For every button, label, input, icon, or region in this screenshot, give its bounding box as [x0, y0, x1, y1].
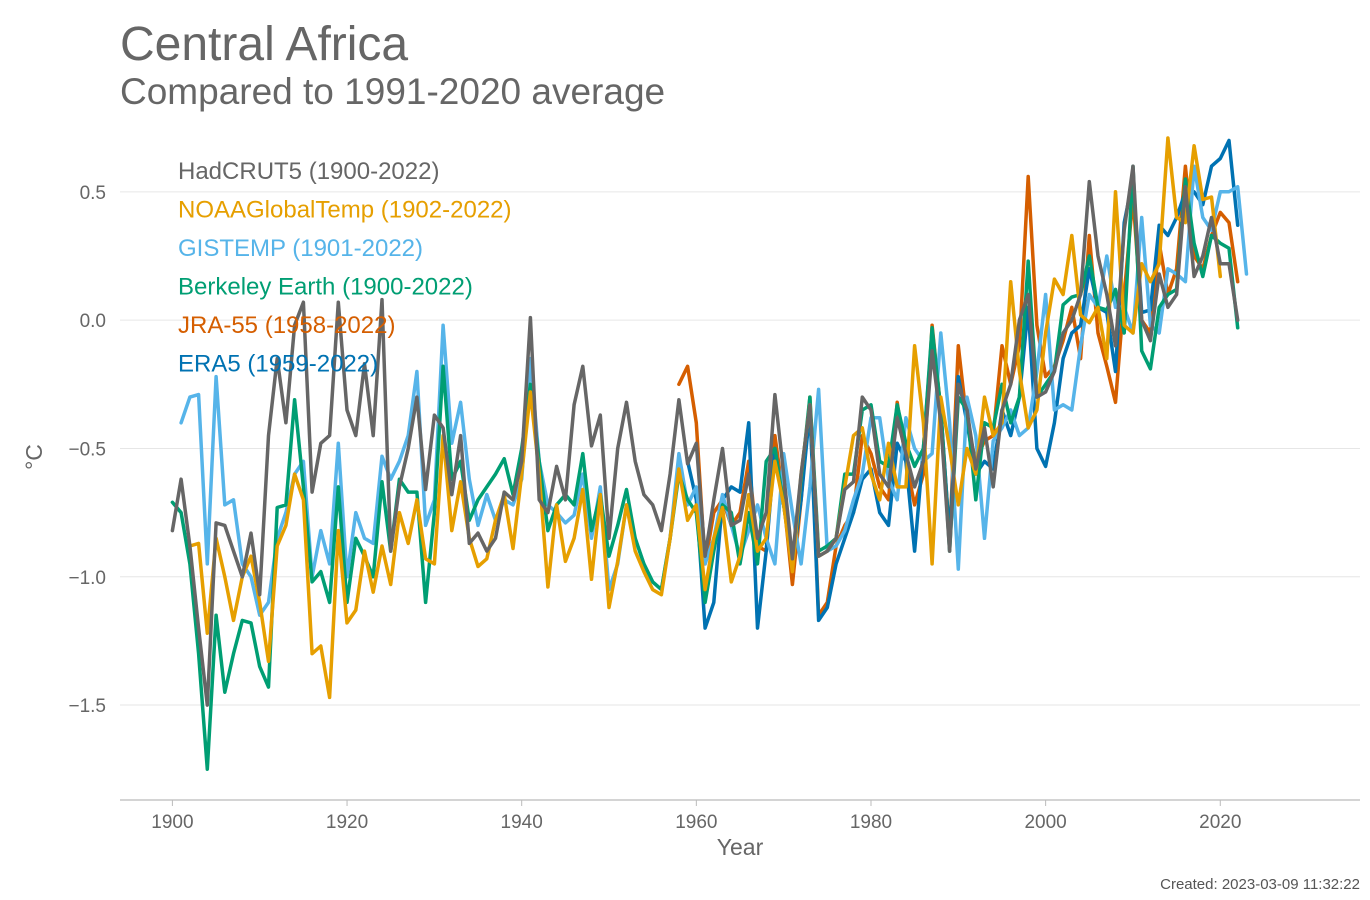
x-axis-label: Year — [717, 834, 764, 860]
legend: HadCRUT5 (1900-2022) NOAAGlobalTemp (1902… — [178, 158, 512, 378]
series-line-berkeley — [170, 164, 1240, 771]
series-line-hadcrut5 — [170, 164, 1240, 707]
grid-lines — [120, 191, 1360, 706]
legend-entry-era5: ERA5 (1959-2022) — [178, 351, 378, 378]
x-tick-label: 2000 — [1024, 812, 1066, 833]
legend-entry-gistemp: GISTEMP (1901-2022) — [178, 235, 423, 262]
x-tick-label: 1940 — [501, 812, 543, 833]
y-axis-ticks: −1.5 −1.0 −0.5 0.0 0.5 — [68, 183, 106, 717]
series-line-noaaglobaltemp — [188, 136, 1223, 700]
x-tick-label: 1920 — [326, 812, 368, 833]
legend-entry-hadcrut5: HadCRUT5 (1900-2022) — [178, 158, 439, 185]
x-tick-label: 1960 — [675, 812, 717, 833]
legend-entry-noaaglobaltemp: NOAAGlobalTemp (1902-2022) — [178, 197, 512, 224]
x-tick-label: 1980 — [850, 812, 892, 833]
x-axis-ticks: 1900 1920 1940 1960 1980 2000 2020 — [151, 800, 1241, 833]
y-tick-label: −0.5 — [68, 439, 106, 460]
y-tick-label: 0.0 — [80, 311, 106, 332]
y-tick-label: 0.5 — [80, 183, 106, 204]
chart-title: Central Africa — [120, 18, 408, 71]
legend-entry-berkeley: Berkeley Earth (1900-2022) — [178, 274, 473, 301]
y-tick-label: −1.5 — [68, 696, 106, 717]
x-tick-label: 1900 — [151, 812, 193, 833]
y-tick-label: −1.0 — [68, 568, 106, 589]
y-axis-label: °C — [21, 444, 47, 470]
x-tick-label: 2020 — [1199, 812, 1241, 833]
created-timestamp: Created: 2023-03-09 11:32:22 — [1160, 876, 1360, 893]
series-lines — [170, 136, 1249, 771]
chart-subtitle: Compared to 1991-2020 average — [120, 71, 665, 112]
legend-entry-jra55: JRA-55 (1958-2022) — [178, 312, 395, 339]
